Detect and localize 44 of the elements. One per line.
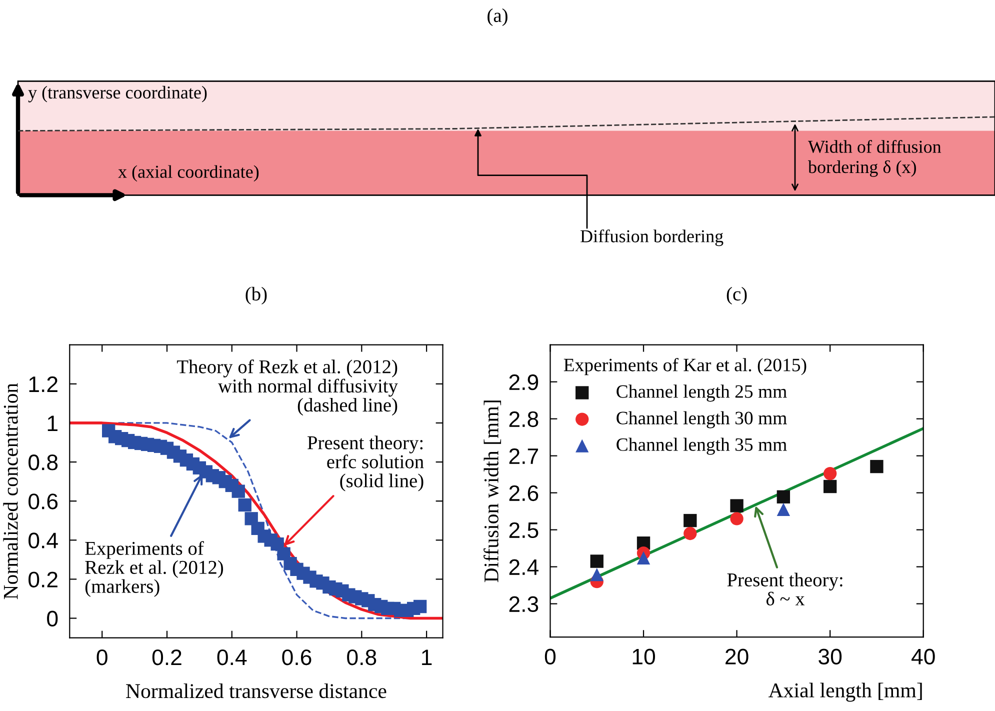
annotation: Present theory: δ ~ x xyxy=(727,572,842,606)
annotation: Theory of Rezk et al. (2012) with normal diffusivity (dashed line) xyxy=(176,359,398,416)
x-tick-label: 0.2 xyxy=(152,649,182,666)
y-tick-label: 2.9 xyxy=(509,374,538,390)
y-tick-label: 2.5 xyxy=(509,522,538,538)
text: (a) xyxy=(488,8,508,26)
legend-label: Channel length 30 mm xyxy=(616,411,787,428)
y-tick-label: 2.4 xyxy=(509,559,538,575)
x-tick-label: 0.4 xyxy=(217,649,247,666)
y-tick-label: 2.3 xyxy=(509,596,538,612)
annotation: Present theory: erfc solution (solid line) xyxy=(308,436,424,492)
x-tick-label: 40 xyxy=(912,648,935,664)
legend-title: Experiments of Kar et al. (2015) xyxy=(564,358,806,376)
text: Width of diffusion bordering δ (x) xyxy=(808,140,942,177)
chart-title: (c) xyxy=(726,286,747,305)
x-axis-title: Axial length [mm] xyxy=(768,682,922,702)
x-tick-label: 0 xyxy=(544,648,556,664)
x-tick-label: 0 xyxy=(96,649,108,666)
text: y (transverse coordinate) xyxy=(28,86,207,102)
y-axis-title: Diffusion width [mm] xyxy=(484,400,502,582)
chart-title: (b) xyxy=(246,286,267,305)
y-tick-label: 2.7 xyxy=(509,448,538,464)
x-tick-label: 0.6 xyxy=(282,649,312,666)
y-tick-label: 2.8 xyxy=(509,411,538,428)
x-tick-label: 1 xyxy=(422,650,432,665)
y-tick-label: 0.8 xyxy=(28,454,58,470)
y-tick-label: 0.2 xyxy=(28,572,58,588)
text: Diffusion bordering xyxy=(580,229,724,246)
x-tick-label: 20 xyxy=(726,648,748,664)
y-tick-label: 1 xyxy=(48,416,58,431)
y-tick-label: 0 xyxy=(47,610,58,627)
x-tick-label: 30 xyxy=(818,648,842,664)
legend-label: Channel length 25 mm xyxy=(616,384,787,402)
annotation: Experiments of Rezk et al. (2012) (markers) xyxy=(85,541,224,597)
y-tick-label: 0.4 xyxy=(28,532,58,548)
y-tick-label: 1.2 xyxy=(29,376,58,392)
text: x (axial coordinate) xyxy=(118,165,259,182)
x-tick-label: 10 xyxy=(632,648,656,664)
y-tick-label: 0.6 xyxy=(28,494,58,510)
y-tick-label: 2.6 xyxy=(509,485,538,502)
y-axis-title: Normalized concentration xyxy=(3,383,18,600)
legend-label: Channel length 35 mm xyxy=(616,438,787,455)
x-axis-title: Normalized transverse distance xyxy=(126,683,386,698)
x-tick-label: 0.8 xyxy=(347,649,376,666)
